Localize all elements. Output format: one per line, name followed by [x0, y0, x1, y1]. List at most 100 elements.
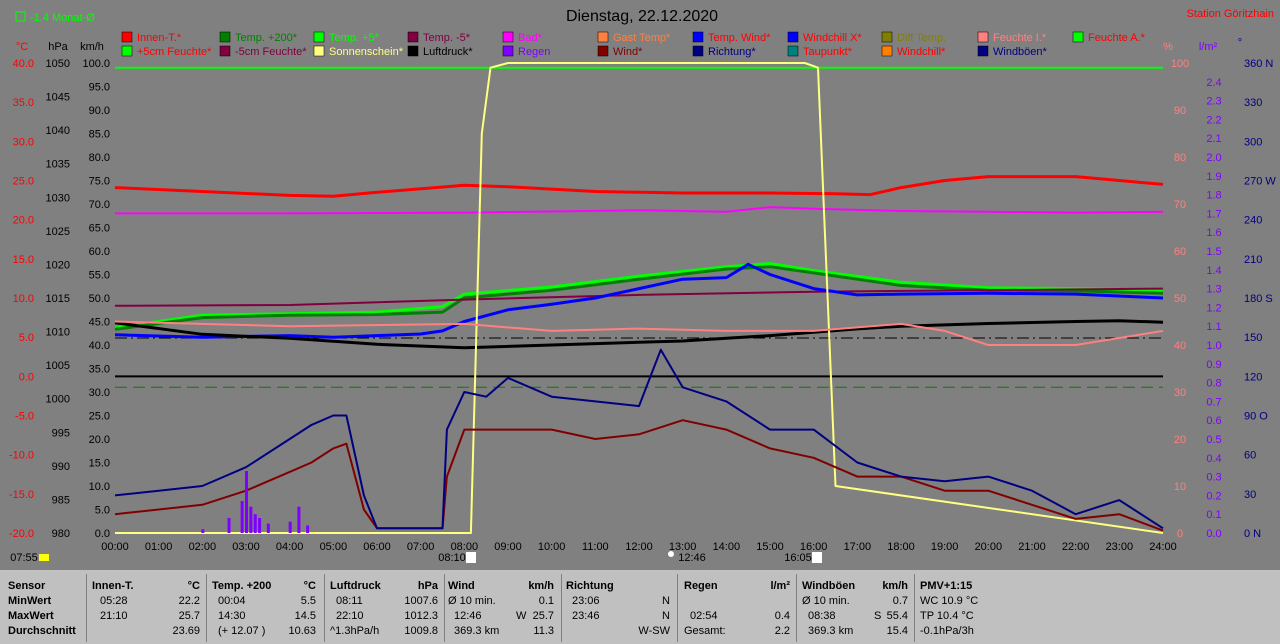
direction-avg-value: W-SW	[638, 625, 670, 637]
time-tick-label: 18:00	[887, 541, 915, 553]
direction-tick-label: 210	[1244, 254, 1262, 266]
column-divider	[561, 574, 562, 642]
series-line-4	[115, 206, 1164, 215]
direction-tick-label: 90 O	[1244, 411, 1268, 423]
chart-panel: Innen-T.* Temp. +200* Temp. +5* Temp. -5* Ba…	[0, 0, 1280, 570]
row-label-avg: Durchschnitt	[8, 625, 76, 637]
time-tick-label: 02:00	[189, 541, 217, 553]
legend-swatch	[881, 45, 893, 57]
legend-label: Diff Temp.	[897, 32, 946, 44]
pressure-unit: hPa	[417, 580, 438, 592]
legend-swatch	[219, 45, 231, 57]
direction-header: Richtung	[566, 580, 614, 592]
rain-tick-label: 0.0	[1206, 528, 1221, 540]
gust-column: Windböen km/h Ø 10 min. 08:38 369.3 km S…	[802, 572, 912, 644]
pressure-tick-label: 1045	[46, 92, 70, 104]
humidity-unit: %	[1163, 41, 1173, 53]
column-divider	[677, 574, 678, 642]
rain-tick-label: 1.6	[1206, 227, 1221, 239]
speed-tick-label: 10.0	[89, 481, 110, 493]
direction-min-value: N	[662, 595, 670, 607]
time-tick-label: 17:00	[844, 541, 872, 553]
pressure-tick-label: 1020	[46, 259, 70, 271]
speed-tick-label: 60.0	[89, 246, 110, 258]
speed-unit: km/h	[80, 41, 104, 53]
gust-min-value: 0.7	[892, 595, 908, 607]
legend-label: Windchill X*	[803, 32, 862, 44]
summary-table: Sensor MinWert MaxWert Durchschnitt Inne…	[0, 572, 1280, 644]
speed-tick-label: 95.0	[89, 82, 110, 94]
humidity-tick-label: 50	[1174, 293, 1186, 305]
pressure-unit: hPa	[48, 41, 68, 53]
rain-tick-label: 2.0	[1206, 152, 1221, 164]
direction-min-time: 23:06	[572, 595, 600, 607]
station-name: Station Göritzhain	[1187, 8, 1274, 20]
rain-total-label: Gesamt:	[684, 625, 726, 637]
pmv-header: PMV+1:15	[920, 580, 973, 592]
legend-swatch	[502, 31, 514, 43]
rain-tick-label: 1.5	[1206, 246, 1221, 258]
speed-tick-label: 65.0	[89, 223, 110, 235]
pressure-tick-label: 980	[52, 528, 70, 540]
legend-label: Windchill*	[897, 46, 946, 58]
gust-header: Windböen	[802, 580, 856, 592]
legend-label: Innen-T.*	[137, 32, 182, 44]
time-tick-label: 08:00	[451, 541, 479, 553]
rain-tick-label: 2.2	[1206, 114, 1221, 126]
legend-label: Sonnenschein*	[329, 46, 404, 58]
speed-tick-label: 5.0	[95, 505, 110, 517]
wind-max-value: 25.7	[532, 610, 554, 622]
legend-swatch	[692, 31, 704, 43]
time-tick-label: 16:00	[800, 541, 828, 553]
rain-column: Regen l/m² 02:54 Gesamt: 0.4 2.2	[684, 572, 794, 644]
legend-label: Feuchte A.*	[1088, 32, 1146, 44]
series-line-5	[114, 262, 1164, 339]
sensor-header: Sensor	[8, 580, 46, 592]
rain-tick-label: 0.2	[1206, 490, 1221, 502]
legend-swatch	[787, 31, 799, 43]
series-line-0	[114, 175, 1164, 198]
legend-label: Temp. +5*	[329, 32, 380, 44]
rain-bar	[288, 521, 292, 533]
series-line-9	[114, 419, 1164, 532]
rain-header: Regen	[684, 580, 718, 592]
wind-header: Wind	[448, 580, 475, 592]
monthly-avg-swatch	[15, 11, 26, 22]
direction-tick-label: 360 N	[1244, 58, 1273, 70]
rain-bar	[227, 517, 231, 533]
direction-tick-label: 300	[1244, 136, 1262, 148]
rain-tick-label: 0.3	[1206, 472, 1221, 484]
direction-tick-label: 150	[1244, 332, 1262, 344]
temp-tick-label: -5.0	[15, 411, 34, 423]
legend-label: -5cm Feuchte*	[235, 46, 307, 58]
rain-tick-label: 0.5	[1206, 434, 1221, 446]
speed-tick-label: 80.0	[89, 152, 110, 164]
temp200-max-time: 14:30	[218, 610, 246, 622]
series-line-8	[114, 320, 1164, 346]
wind-column: Wind km/h Ø 10 min. 12:46 369.3 km W 0.1…	[448, 572, 558, 644]
legend-label: Feuchte I.*	[993, 32, 1047, 44]
temp200-delta: (+ 12.07 )	[218, 625, 266, 637]
pressure-tick-label: 1035	[46, 159, 70, 171]
legend-label: Richtung*	[708, 46, 756, 58]
time-tick-label: 12:00	[625, 541, 653, 553]
weather-chart: Innen-T.* Temp. +200* Temp. +5* Temp. -5* Ba…	[9, 8, 1276, 564]
wind-avg-value: 11.3	[533, 625, 554, 637]
speed-tick-label: 15.0	[89, 458, 110, 470]
temp-tick-label: 40.0	[13, 58, 34, 70]
sunset-marker	[812, 552, 822, 563]
rain-bar	[240, 501, 244, 533]
direction-tick-label: 180 S	[1244, 293, 1273, 305]
dawn-marker	[39, 554, 49, 561]
pressure-tick-label: 995	[52, 427, 70, 439]
innen-max-time: 21:10	[100, 610, 128, 622]
legend-swatch	[597, 45, 609, 57]
pressure-avg-value: 1009.8	[404, 625, 438, 637]
legend-swatch	[407, 31, 419, 43]
series-line-7	[115, 62, 1164, 534]
pressure-tick-label: 1025	[46, 226, 70, 238]
humidity-tick-label: 10	[1174, 481, 1186, 493]
legend-swatch	[313, 31, 325, 43]
temp200-avg-value: 10.63	[288, 625, 316, 637]
speed-tick-label: 70.0	[89, 199, 110, 211]
